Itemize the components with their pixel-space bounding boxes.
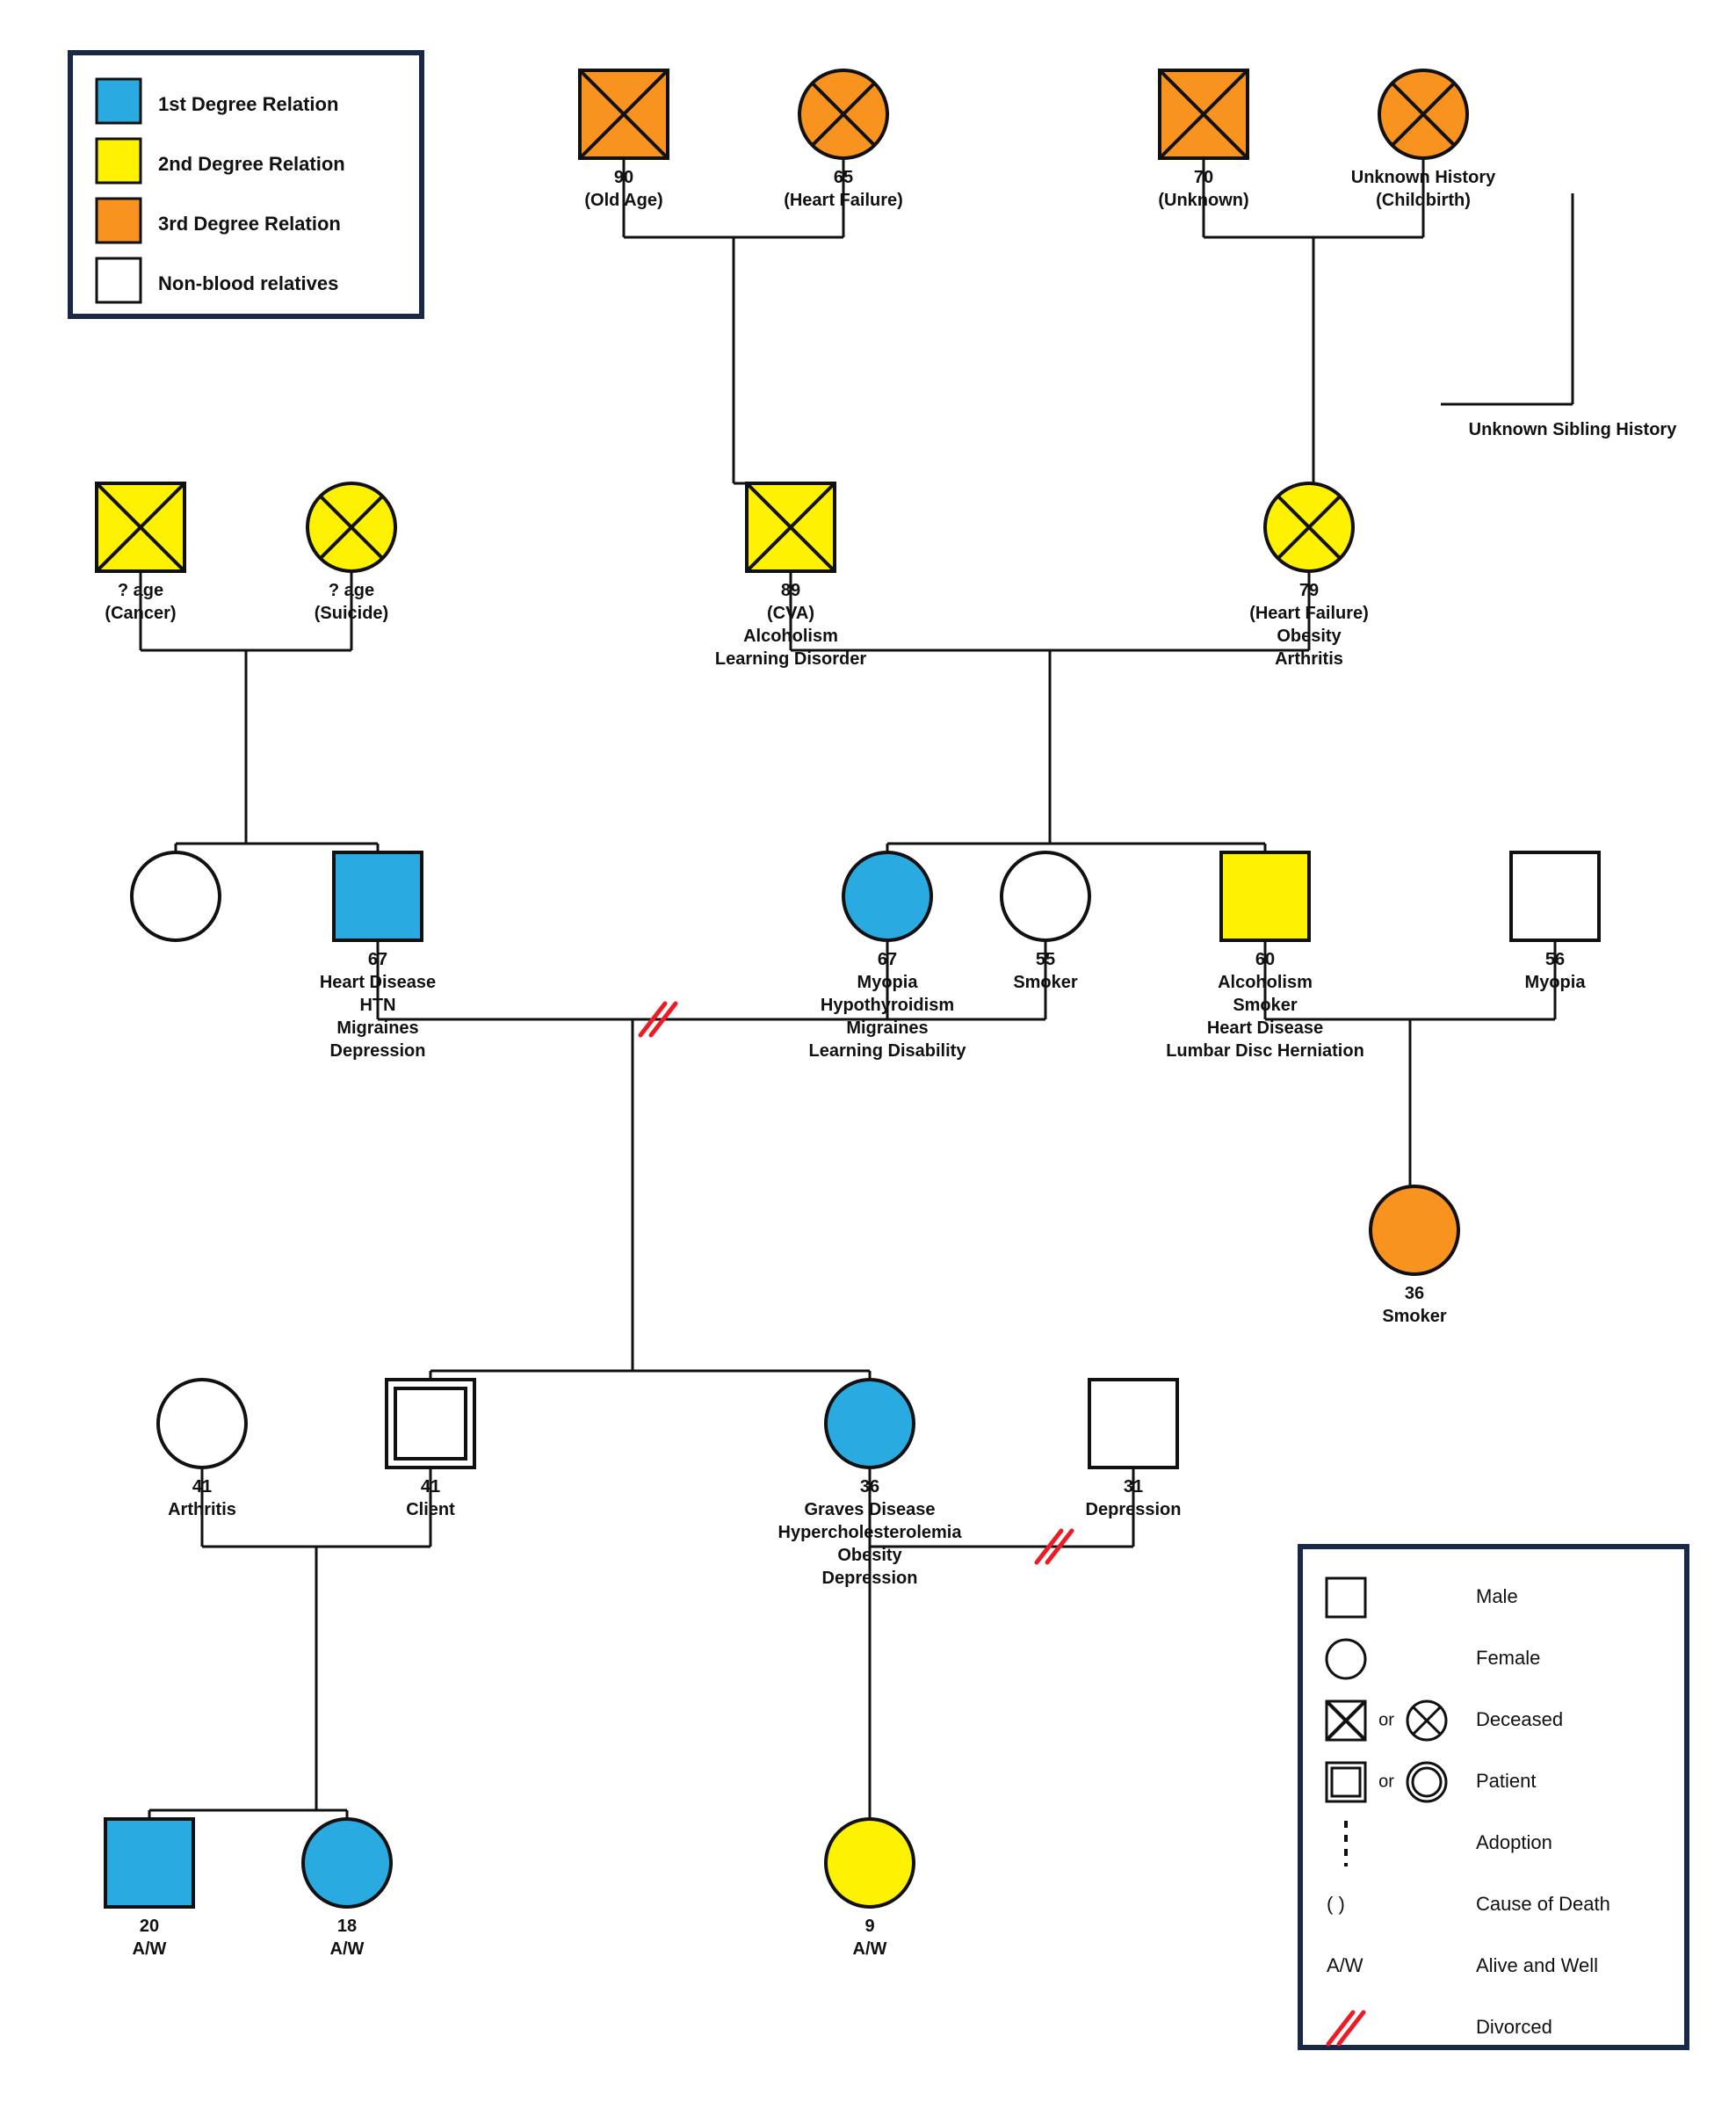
person-label: 79 — [1299, 581, 1319, 600]
person-label: 55 — [1036, 950, 1055, 969]
person-label: 90 — [614, 168, 633, 187]
person-label: A/W — [853, 1939, 887, 1959]
person-label: Heart Disease — [1207, 1018, 1323, 1038]
svg-text:( ): ( ) — [1327, 1893, 1345, 1915]
legend-symbol-label: Male — [1476, 1585, 1518, 1607]
person-label: ? age — [329, 581, 374, 600]
person-label: Depression — [330, 1041, 426, 1061]
legend-symbol-label: Alive and Well — [1476, 1954, 1598, 1976]
person-label: ? age — [118, 581, 163, 600]
person-label: (CVA) — [767, 604, 814, 623]
legend-symbol-label: Deceased — [1476, 1708, 1563, 1730]
person-label: Heart Disease — [320, 973, 436, 992]
person-label: Learning Disability — [809, 1041, 967, 1061]
legend-swatch — [97, 139, 141, 183]
extra-line-label: Unknown Sibling History — [1469, 420, 1678, 439]
person-label: Lumbar Disc Herniation — [1166, 1041, 1364, 1061]
person-label: Alcoholism — [743, 627, 838, 646]
person-label: Migraines — [336, 1018, 418, 1038]
person-label: Depression — [1086, 1500, 1182, 1519]
person-label: Migraines — [846, 1018, 928, 1038]
pedigree-diagram: Unknown Sibling History 90 (Old Age) 65 (Hea… — [0, 0, 1736, 2109]
person-label: Smoker — [1013, 973, 1078, 992]
legend-symbol-label: Patient — [1476, 1770, 1537, 1792]
svg-text:or: or — [1378, 1772, 1394, 1791]
person-label: 89 — [781, 581, 800, 600]
person-label: (Cancer) — [105, 604, 176, 623]
legend-colors: 1st Degree Relation 2nd Degree Relation 3r… — [70, 53, 422, 316]
person-label: A/W — [330, 1939, 365, 1959]
person-label: 41 — [192, 1477, 212, 1497]
person-label: Smoker — [1382, 1307, 1447, 1326]
person-label: (Suicide) — [315, 604, 388, 623]
svg-text:A/W: A/W — [1327, 1954, 1363, 1976]
person-label: 31 — [1124, 1477, 1143, 1497]
person-label: Client — [406, 1500, 455, 1519]
legend-color-label: 1st Degree Relation — [158, 93, 338, 115]
person-label: A/W — [133, 1939, 167, 1959]
legend-color-label: 3rd Degree Relation — [158, 213, 341, 235]
legend-swatch — [97, 258, 141, 302]
person-label: 67 — [368, 950, 387, 969]
person-label: 67 — [878, 950, 897, 969]
person-label: (Heart Failure) — [784, 191, 903, 210]
person-p_ad — [132, 852, 220, 940]
person-label: Learning Disorder — [715, 649, 866, 669]
person-label: Obesity — [837, 1546, 902, 1565]
person-label: 18 — [337, 1917, 357, 1936]
legend-color-label: Non-blood relatives — [158, 272, 338, 294]
person-label: (Unknown) — [1158, 191, 1248, 210]
person-label: Unknown History — [1351, 168, 1496, 187]
person-label: (Old Age) — [584, 191, 662, 210]
person-label: Arthritis — [1275, 649, 1343, 669]
legend-symbol-label: Adoption — [1476, 1831, 1552, 1853]
person-label: 41 — [421, 1477, 440, 1497]
person-label: HTN — [359, 996, 395, 1015]
legend-swatch — [97, 79, 141, 123]
legend-symbol-label: Cause of Death — [1476, 1893, 1610, 1915]
legend-symbols: Male Female or Deceased or Patient Adoption ( )… — [1300, 1547, 1687, 2047]
person-label: Myopia — [1525, 973, 1587, 992]
person-label: Depression — [822, 1569, 918, 1588]
person-label: 36 — [1405, 1284, 1424, 1303]
person-label: Smoker — [1233, 996, 1298, 1015]
person-label: (Heart Failure) — [1249, 604, 1369, 623]
legend-symbol-label: Divorced — [1476, 2016, 1552, 2038]
person-label: Hypothyroidism — [821, 996, 954, 1015]
legend-swatch — [97, 199, 141, 243]
person-label: (Childbirth) — [1376, 191, 1471, 210]
person-label: Obesity — [1277, 627, 1342, 646]
svg-text:or: or — [1378, 1710, 1394, 1729]
person-label: 20 — [140, 1917, 159, 1936]
person-label: 65 — [834, 168, 853, 187]
person-label: 70 — [1194, 168, 1213, 187]
person-label: 56 — [1545, 950, 1565, 969]
person-label: Myopia — [857, 973, 919, 992]
legend-color-label: 2nd Degree Relation — [158, 153, 345, 175]
person-label: Hypercholesterolemia — [778, 1523, 963, 1542]
person-label: Alcoholism — [1218, 973, 1313, 992]
legend-symbol-label: Female — [1476, 1647, 1540, 1669]
person-label: 36 — [860, 1477, 879, 1497]
person-label: Arthritis — [168, 1500, 236, 1519]
person-label: Graves Disease — [804, 1500, 935, 1519]
person-label: 9 — [864, 1917, 874, 1936]
person-label: 60 — [1255, 950, 1275, 969]
